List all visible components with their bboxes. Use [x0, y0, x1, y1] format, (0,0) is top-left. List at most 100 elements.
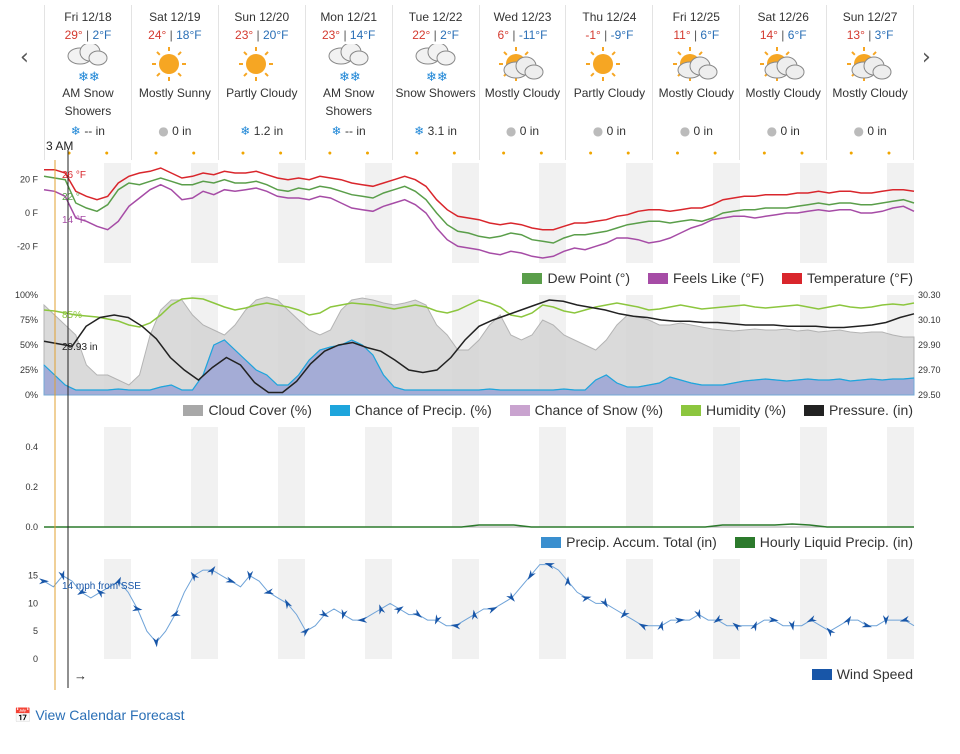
legend-dew-point[interactable]: Dew Point (°) [522, 270, 630, 286]
wind-arrow-icon [190, 571, 200, 582]
wind-arrow-icon [768, 616, 779, 623]
night-band [452, 559, 479, 659]
legend-feels-like[interactable]: Feels Like (°F) [647, 270, 764, 286]
day-column[interactable]: Wed 12/23 6° | -11°F Mostly Cloudy ● 0 in ● ● [478, 5, 566, 160]
pct-tick-label: 75% [20, 315, 38, 325]
day-name: Thu 12/24 [582, 10, 637, 24]
cursor-pressure: 29.93 in [62, 342, 98, 353]
raindrop-icon: ● [766, 124, 778, 138]
cursor-arrow: → [74, 668, 87, 683]
series-dew-line [43, 175, 915, 244]
wind-arrow-icon [96, 588, 106, 598]
sun-times-icon: ● ● [849, 150, 892, 157]
sun-times-icon: ● ● [675, 150, 718, 157]
raindrop-icon: ● [505, 124, 517, 138]
day-condition: Mostly Cloudy [658, 86, 734, 100]
night-band [887, 427, 914, 527]
sun-times-icon: ● ● [501, 150, 544, 157]
day-precip: ● 0 in [158, 124, 192, 138]
day-column[interactable]: Sat 12/19 24° | 18°F Mostly Sunny ● 0 in ● ● [130, 5, 218, 160]
wind-arrow-icon [581, 596, 592, 603]
night-band [452, 427, 479, 527]
day-temps: -1° | -9°F [585, 28, 634, 42]
hourly-precip-line [44, 523, 914, 528]
pct-tick-label: 50% [20, 340, 38, 350]
legend-cloud-cover[interactable]: Cloud Cover (%) [183, 402, 312, 418]
wind-tick-label: 10 [28, 598, 38, 608]
prev-arrow[interactable]: ‹ [20, 45, 29, 70]
wind-tick-label: 15 [28, 571, 38, 581]
day-column[interactable]: Sun 12/20 23° | 20°F Partly Cloudy ❄ 1.2 in… [217, 5, 305, 160]
next-arrow[interactable]: › [922, 45, 931, 70]
legend-wind-speed[interactable]: Wind Speed [811, 666, 913, 682]
snowflake-icon: ❄ [240, 124, 251, 138]
wind-arrow-icon [657, 620, 664, 632]
precip-tick-label: 0.2 [25, 482, 38, 492]
pressure-tick-label: 30.30 [918, 290, 941, 300]
legend-pressure[interactable]: Pressure. (in) [803, 402, 913, 418]
view-calendar-link[interactable]: 📅 View Calendar Forecast [14, 707, 185, 723]
day-column[interactable]: Mon 12/21 23° | 14°F ❄❄ AM Snow Showers ❄ --… [304, 5, 392, 160]
day-column[interactable]: Fri 12/25 11° | 6°F Mostly Cloudy ● 0 in ● ● [652, 5, 739, 160]
sun-icon [132, 44, 218, 84]
day-temps: 22° | 2°F [412, 28, 459, 42]
night-band [626, 427, 653, 527]
day-condition: Mostly Cloudy [832, 86, 908, 100]
sun-times-icon: ● ● [153, 150, 196, 157]
sun-times-icon: ● ● [327, 150, 370, 157]
legend-precip-accum[interactable]: Precip. Accum. Total (in) [541, 534, 717, 550]
temp-tick-label: 20 F [20, 175, 39, 185]
day-name: Fri 12/18 [64, 10, 112, 24]
cursor-temp: 26 °F [62, 170, 86, 181]
daily-forecast-strip: Fri 12/18 29° | 2°F ❄❄ AM Snow Showers ❄ -- … [44, 5, 915, 160]
wind-arrow-icon [263, 588, 275, 595]
day-column[interactable]: Tue 12/22 22° | 2°F ❄❄ Snow Showers ❄ 3.1 in… [391, 5, 479, 160]
legend-chance-snow[interactable]: Chance of Snow (%) [509, 402, 663, 418]
day-column[interactable]: Fri 12/18 29° | 2°F ❄❄ AM Snow Showers ❄ -- … [44, 5, 131, 160]
wind-arrow-icon [450, 623, 461, 630]
night-band [713, 559, 740, 659]
sun-icon [566, 44, 652, 84]
wind-arrow-icon [341, 609, 348, 620]
day-column[interactable]: Sun 12/27 13° | 3°F Mostly Cloudy ● 0 in ● ● [826, 5, 915, 160]
wind-speed-line [43, 564, 915, 644]
day-name: Sat 12/19 [149, 10, 201, 24]
night-band [104, 427, 131, 527]
day-column[interactable]: Thu 12/24 -1° | -9°F Partly Cloudy ● 0 in ● ● [565, 5, 652, 160]
night-band [800, 559, 827, 659]
wind-arrow-icon [564, 576, 571, 587]
wind-tick-label: 5 [33, 626, 38, 636]
snowflake-icon: ❄ [414, 124, 425, 138]
wind-arrow-icon [899, 615, 911, 622]
svg-text:❄❄: ❄❄ [426, 70, 448, 84]
legend-temperature[interactable]: Temperature (°F) [782, 270, 913, 286]
sun-times-icon: ● ● [240, 150, 283, 157]
raindrop-icon: ● [592, 124, 604, 138]
day-name: Mon 12/21 [320, 10, 378, 24]
day-column[interactable]: Sat 12/26 14° | 6°F Mostly Cloudy ● 0 in ● ● [739, 5, 826, 160]
wind-arrow-icon [318, 609, 329, 618]
day-name: Sat 12/26 [757, 10, 809, 24]
chance-precip-line [43, 339, 915, 391]
snowflake-icon: ❄ [70, 124, 81, 138]
wind-arrow-icon [506, 592, 515, 602]
day-precip: ❄ -- in [331, 124, 366, 138]
precip-tick-label: 0.4 [25, 442, 38, 452]
day-temps: 13° | 3°F [846, 28, 894, 42]
wind-arrow-icon [826, 627, 836, 637]
night-band [626, 559, 653, 659]
wind-arrow-icon [674, 617, 686, 624]
legend-hourly-precip[interactable]: Hourly Liquid Precip. (in) [734, 534, 913, 550]
temp-tick-label: -20 F [17, 241, 39, 251]
night-band [713, 427, 740, 527]
day-precip: ● 0 in [679, 124, 713, 138]
precip-legend: Precip. Accum. Total (in) Hourly Liquid … [527, 534, 913, 550]
day-name: Sun 12/27 [842, 10, 898, 24]
sun-times-icon: ● ● [762, 150, 805, 157]
wind-arrow-icon [170, 609, 181, 617]
snow-cloud-icon: ❄❄ [393, 42, 479, 85]
pressure-tick-label: 29.90 [918, 340, 941, 350]
legend-humidity[interactable]: Humidity (%) [680, 402, 786, 418]
pct-tick-label: 0% [25, 390, 38, 400]
legend-chance-precip[interactable]: Chance of Precip. (%) [329, 402, 492, 418]
